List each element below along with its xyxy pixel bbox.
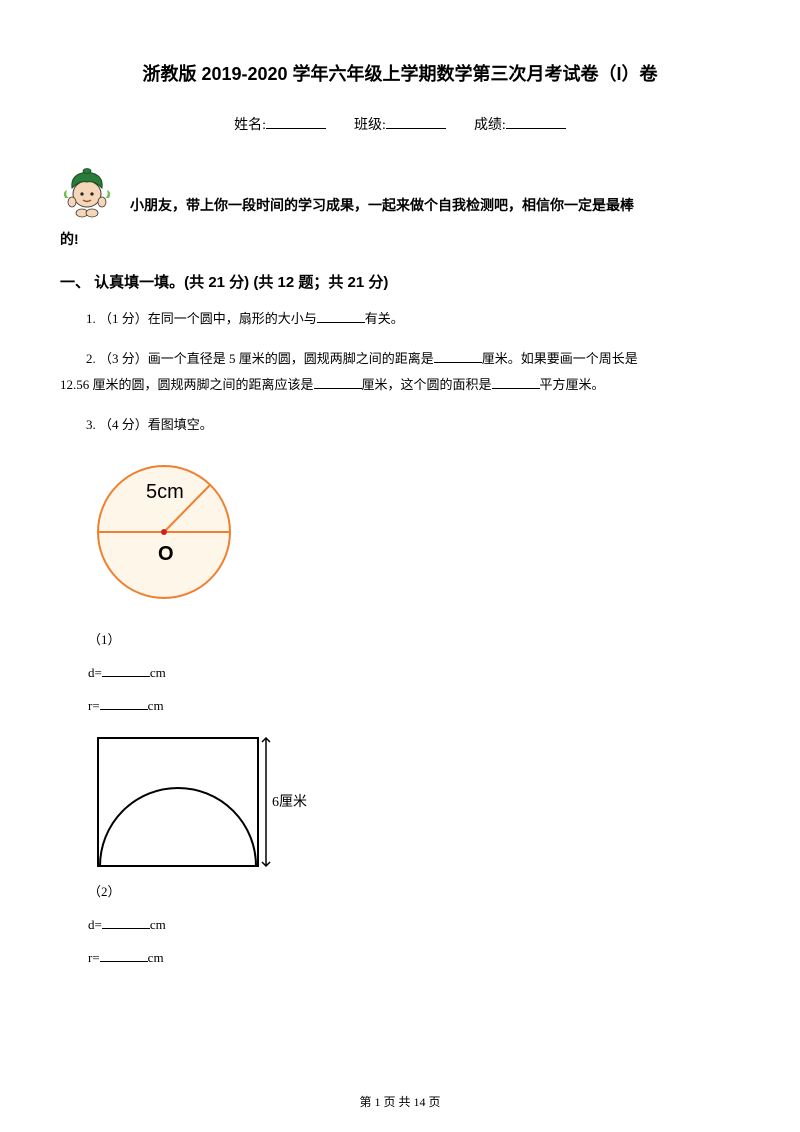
answer-d-1: d= cm [88, 662, 740, 681]
circle-diagram-icon: 5cm O [88, 452, 258, 612]
d1-blank[interactable] [102, 662, 150, 677]
page: 浙教版 2019-2020 学年六年级上学期数学第三次月考试卷（I）卷 姓名: … [0, 0, 800, 1132]
mascot-icon [60, 158, 114, 218]
answer-r-2: r= cm [88, 947, 740, 966]
q2-l1a: 2. （3 分）画一个直径是 5 厘米的圆，圆规两脚之间的距离是 [86, 351, 434, 366]
fig1-o-label: O [158, 543, 174, 565]
q1-blank[interactable] [317, 308, 365, 323]
footer-a: 第 [359, 1095, 374, 1109]
answer-r-1: r= cm [88, 695, 740, 714]
unit-cm-2: cm [148, 698, 164, 713]
r-label: r= [88, 698, 100, 713]
page-footer: 第 1 页 共 14 页 [0, 1093, 800, 1110]
d-label-2: d= [88, 917, 102, 932]
unit-cm-1: cm [150, 665, 166, 680]
name-label: 姓名: [234, 118, 266, 133]
r2-blank[interactable] [100, 947, 148, 962]
figure-2: 6厘米 [88, 728, 740, 883]
sub-1: （1） [88, 629, 740, 648]
intro-row: 小朋友，带上你一段时间的学习成果，一起来做个自我检测吧，相信你一定是最棒 [60, 158, 740, 218]
footer-total: 14 [414, 1095, 426, 1109]
sub-2: （2） [88, 881, 740, 900]
score-label: 成绩: [474, 118, 506, 133]
section-1-header: 一、 认真填一填。(共 21 分) (共 12 题；共 21 分) [60, 271, 740, 292]
q2-blank-2[interactable] [314, 374, 362, 389]
q2-l2a: 12.56 厘米的圆，圆规两脚之间的距离应该是 [60, 377, 314, 392]
meta-line: 姓名: 班级: 成绩: [60, 114, 740, 134]
answer-d-2: d= cm [88, 914, 740, 933]
q2-blank-1[interactable] [434, 348, 482, 363]
q2-blank-3[interactable] [492, 374, 540, 389]
d-label: d= [88, 665, 102, 680]
q1-suffix: 有关。 [365, 311, 404, 326]
exam-title: 浙教版 2019-2020 学年六年级上学期数学第三次月考试卷（I）卷 [60, 60, 740, 86]
question-2: 2. （3 分）画一个直径是 5 厘米的圆，圆规两脚之间的距离是 厘米。如果要画一… [60, 346, 740, 398]
q1-prefix: 1. （1 分）在同一个圆中，扇形的大小与 [86, 311, 317, 326]
name-blank[interactable] [266, 114, 326, 129]
r-label-2: r= [88, 950, 100, 965]
class-label: 班级: [354, 118, 386, 133]
q2-l1b: 厘米。如果要画一个周长是 [482, 351, 638, 366]
figure-1: 5cm O [88, 452, 740, 617]
unit-cm-3: cm [150, 917, 166, 932]
r1-blank[interactable] [100, 695, 148, 710]
footer-c: 页 [426, 1095, 441, 1109]
footer-b: 页 共 [380, 1095, 413, 1109]
question-3: 3. （4 分）看图填空。 [60, 412, 740, 438]
class-blank[interactable] [386, 114, 446, 129]
unit-cm-4: cm [148, 950, 164, 965]
score-blank[interactable] [506, 114, 566, 129]
question-1: 1. （1 分）在同一个圆中，扇形的大小与 有关。 [60, 306, 740, 332]
q2-l2b: 厘米，这个圆的面积是 [362, 377, 492, 392]
fig2-6cm-label: 6厘米 [272, 794, 307, 810]
q2-l2c: 平方厘米。 [540, 377, 605, 392]
fig1-5cm-label: 5cm [146, 481, 184, 503]
square-semicircle-diagram-icon: 6厘米 [88, 728, 318, 878]
intro-text-1: 小朋友，带上你一段时间的学习成果，一起来做个自我检测吧，相信你一定是最棒 [130, 193, 634, 218]
d2-blank[interactable] [102, 914, 150, 929]
intro-text-2: 的! [60, 224, 740, 255]
